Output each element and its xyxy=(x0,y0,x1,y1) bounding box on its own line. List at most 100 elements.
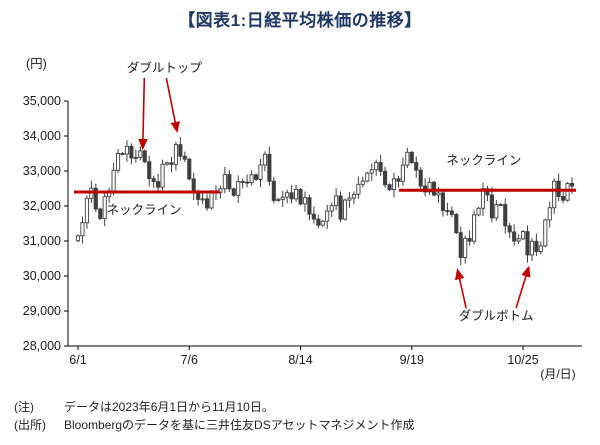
candlestick xyxy=(236,181,241,196)
candlestick xyxy=(400,164,405,182)
candlestick xyxy=(383,170,388,186)
candlestick xyxy=(311,213,316,220)
notes: (注) データは2023年6月1日から11月10日。 (出所) Bloomber… xyxy=(14,398,588,434)
candlestick xyxy=(178,144,183,157)
candlestick xyxy=(436,192,441,196)
y-tick-label: 31,000 xyxy=(23,234,61,248)
candlestick xyxy=(98,208,103,220)
neckline-label: ネックライン xyxy=(107,203,182,217)
candlestick xyxy=(133,156,138,159)
note-text: データは2023年6月1日から11月10日。 xyxy=(64,400,274,414)
y-axis-unit-label: (円) xyxy=(26,57,47,71)
candlestick xyxy=(182,155,187,160)
y-tick-label: 30,000 xyxy=(23,269,61,283)
candlestick-chart: 28,000 29,000 30,000 31,000 32,000 33,000 34,0… xyxy=(0,36,600,388)
candlestick xyxy=(93,187,98,210)
candlestick xyxy=(147,161,152,180)
candlestick xyxy=(267,153,272,182)
candlestick xyxy=(151,178,156,183)
candlestick xyxy=(449,210,454,215)
candlestick xyxy=(227,174,232,190)
candlestick xyxy=(547,207,552,221)
candlestick xyxy=(520,231,526,240)
candlestick xyxy=(338,195,343,220)
candlestick xyxy=(187,158,192,180)
candlestick xyxy=(347,197,352,201)
annotation-arrow xyxy=(165,77,180,133)
candlestick xyxy=(498,204,503,206)
candlestick xyxy=(316,218,321,226)
candlestick xyxy=(418,169,423,187)
candlestick xyxy=(365,172,370,182)
candlestick xyxy=(489,194,494,219)
candlestick xyxy=(329,205,334,212)
candlestick xyxy=(342,199,348,220)
candlestick xyxy=(276,198,281,201)
neckline-label: ネックライン xyxy=(446,153,521,167)
candlestick xyxy=(169,162,174,165)
candlestick xyxy=(222,174,227,190)
candlestick xyxy=(409,151,414,163)
candlestick xyxy=(80,222,85,237)
annotation-arrow xyxy=(138,77,148,151)
candlestick xyxy=(253,174,259,180)
note-row: (出所) Bloombergのデータを基に三井住友DSアセットマネジメント作成 xyxy=(14,416,588,434)
page-title: 【図表1:日経平均株価の推移】 xyxy=(178,11,422,30)
candlestick xyxy=(116,152,121,171)
candlestick xyxy=(164,162,170,165)
candlestick xyxy=(142,150,147,163)
candlestick xyxy=(240,181,245,183)
y-tick-label: 33,000 xyxy=(23,164,61,178)
candlestick xyxy=(111,169,116,192)
candlestick xyxy=(102,196,107,220)
candlestick xyxy=(378,162,383,172)
candlestick xyxy=(516,238,521,242)
candlestick xyxy=(129,145,134,159)
candlestick xyxy=(138,150,143,158)
candlestick xyxy=(485,188,490,196)
candlestick xyxy=(369,169,374,174)
candlestick xyxy=(325,210,330,222)
candlestick xyxy=(414,162,419,171)
candlestick-series xyxy=(75,136,575,266)
x-axis-unit-label: (月/日) xyxy=(540,367,575,381)
x-tick-label: 8/14 xyxy=(288,353,312,367)
candlestick xyxy=(503,204,508,227)
y-tick-label: 34,000 xyxy=(23,129,61,143)
x-tick-label: 7/6 xyxy=(181,353,198,367)
candlestick xyxy=(476,207,481,216)
double-top-label: ダブルトップ xyxy=(127,60,203,75)
candlestick xyxy=(561,196,566,201)
candlestick xyxy=(538,245,543,253)
annotation-arrow xyxy=(454,268,467,309)
x-tick-label: 6/1 xyxy=(69,353,86,367)
candlestick xyxy=(534,240,539,253)
candlestick xyxy=(289,192,294,200)
candlestick xyxy=(445,210,450,212)
candlestick xyxy=(200,198,205,201)
candlestick xyxy=(271,180,276,201)
note-row: (注) データは2023年6月1日から11月10日。 xyxy=(14,398,588,416)
candlestick xyxy=(472,214,477,242)
y-tick-label: 32,000 xyxy=(23,199,61,213)
candlestick xyxy=(480,188,486,209)
y-tick-label: 28,000 xyxy=(23,339,61,353)
candlestick xyxy=(298,188,303,205)
candlestick xyxy=(467,237,472,242)
y-tick-label: 29,000 xyxy=(23,304,61,318)
candlestick xyxy=(205,198,210,209)
note-label: (注) xyxy=(14,400,34,414)
candlestick xyxy=(391,178,397,191)
candlestick xyxy=(302,197,308,205)
axes: 28,000 29,000 30,000 31,000 32,000 33,000 34,0… xyxy=(23,94,582,367)
candlestick xyxy=(262,153,267,166)
candlestick xyxy=(84,197,89,224)
candlestick xyxy=(285,192,290,198)
candlestick xyxy=(427,181,432,193)
candlestick xyxy=(565,182,570,201)
x-tick-label: 10/25 xyxy=(507,353,538,367)
candlestick xyxy=(529,240,534,256)
candlestick xyxy=(231,188,236,196)
candlestick xyxy=(512,231,517,242)
candlestick xyxy=(396,178,401,182)
